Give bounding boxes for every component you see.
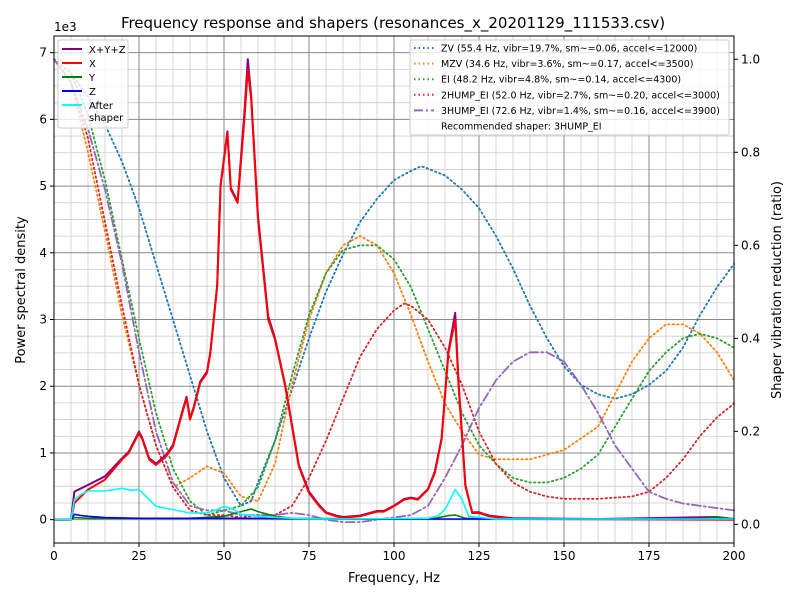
y-axis-label: Power spectral density [14,216,29,364]
y-right-tick-label: 0.0 [741,517,760,531]
psd-line-3 [54,513,734,521]
x-tick-label: 175 [638,549,661,563]
legend-label-3: Z [89,87,96,98]
chart-title: Frequency response and shapers (resonanc… [121,14,665,33]
legend-right-box [409,39,730,136]
legend-shaper-label-2: EI (48.2 Hz, vibr=4.8%, sm~=0.14, accel<… [441,75,681,86]
x-tick-label: 25 [131,549,146,563]
y-tick-label: 4 [39,246,47,260]
y-tick-label: 3 [39,313,47,327]
psd-line-4 [54,487,734,521]
x-tick-label: 150 [553,549,576,563]
shaper-line-2 [53,58,735,517]
legend-label-0: X+Y+Z [89,45,126,56]
plot-frame [53,35,735,544]
x-tick-label: 0 [50,549,58,563]
legend-label-2: Y [88,73,96,84]
y-offset-label: 1e3 [54,20,77,34]
y-tick-label: 6 [39,112,47,126]
y-tick-label: 2 [39,379,47,393]
legend-shaper-label-4: 3HUMP_EI (72.6 Hz, vibr=1.4%, sm~=0.16, … [441,106,720,117]
shaper-line-0 [53,58,735,507]
x-tick-label: 200 [723,549,746,563]
y-axis-right-label: Shaper vibration reduction (ratio) [770,181,785,399]
y-tick-label: 5 [39,179,47,193]
legend-label-4: After [89,101,114,112]
legend-shaper-label-0: ZV (55.4 Hz, vibr=19.7%, sm~=0.06, accel… [441,44,697,55]
recommended-shaper-label: Recommended shaper: 3HUMP_EI [441,122,602,133]
y-tick-label: 0 [39,513,47,527]
y-right-tick-label: 0.8 [741,145,760,159]
legend-shaper-label-1: MZV (34.6 Hz, vibr=3.6%, sm~=0.17, accel… [441,59,693,70]
y-tick-label: 1 [39,446,47,460]
shaper-line-3 [53,58,735,519]
x-tick-label: 100 [383,549,406,563]
y-right-tick-label: 0.4 [741,331,760,345]
legend-label-4: shaper [89,113,124,124]
psd-line-1 [54,68,735,521]
x-tick-label: 50 [216,549,231,563]
y-right-tick-label: 0.6 [741,238,760,252]
x-tick-label: 75 [301,549,316,563]
x-axis-label: Frequency, Hz [348,571,440,586]
y-right-tick-label: 0.2 [741,424,760,438]
legend-label-1: X [89,59,96,70]
y-right-tick-label: 1.0 [741,52,760,66]
y-tick-label: 7 [39,46,47,60]
x-tick-label: 125 [468,549,491,563]
shaper-line-4 [53,58,735,523]
legend-shaper-label-3: 2HUMP_EI (52.0 Hz, vibr=2.7%, sm~=0.20, … [441,90,720,101]
